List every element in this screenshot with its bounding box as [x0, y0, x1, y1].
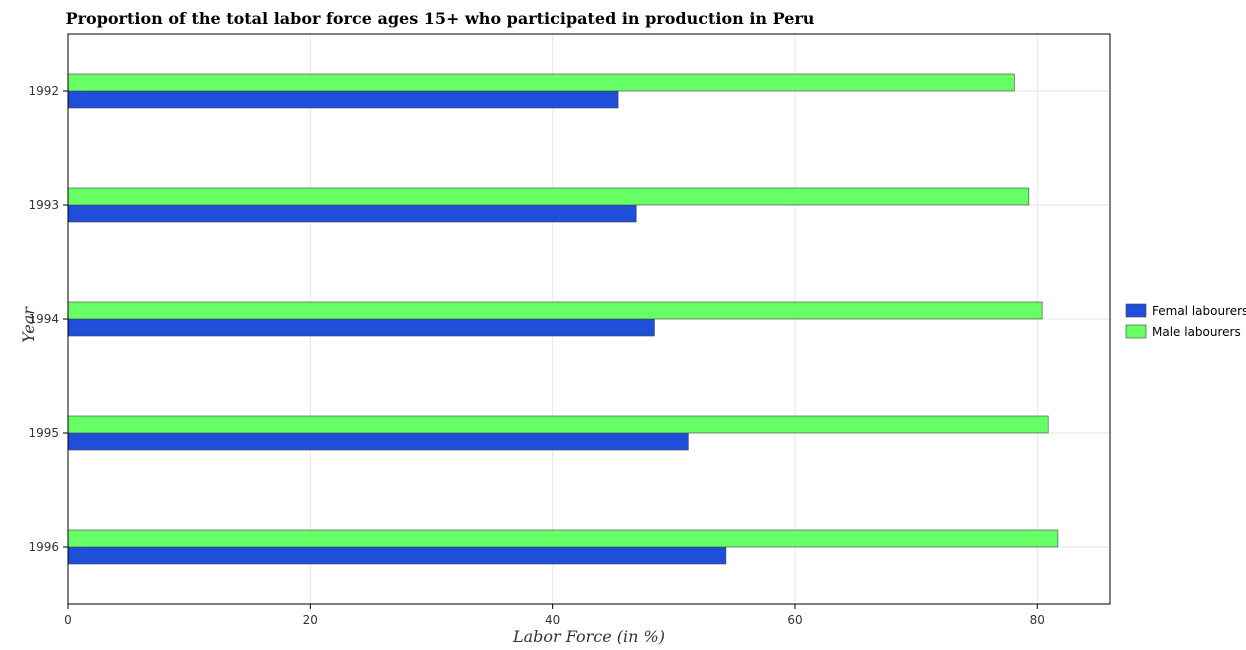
plot-frame	[67, 33, 1111, 605]
legend-label: Femal labourers	[1152, 304, 1246, 318]
bar-female-1995	[67, 432, 689, 451]
bar-male-1995	[67, 415, 1049, 434]
y-axis-label: Year	[19, 306, 38, 343]
tick-labels: 0 20 40 60 80 1992 1993 1994 1995 1996	[28, 84, 1044, 627]
axes	[63, 33, 1111, 609]
y-tick-label: 1994	[28, 312, 59, 326]
legend-label: Male labourers	[1152, 325, 1241, 339]
legend-swatch	[1125, 303, 1147, 318]
legend: Femal labourers Male labourers	[1125, 303, 1246, 339]
bar-female-1996	[67, 546, 727, 565]
y-tick-label: 1995	[28, 426, 59, 440]
bars	[67, 73, 1059, 565]
x-tick-label: 0	[64, 613, 72, 627]
chart-title: Proportion of the total labor force ages…	[66, 9, 815, 28]
x-axis-label: Labor Force (in %)	[512, 627, 665, 646]
y-tick-label: 1996	[28, 540, 59, 554]
x-tick-label: 80	[1030, 613, 1045, 627]
bar-male-1994	[67, 301, 1043, 320]
bar-female-1993	[67, 204, 637, 223]
x-tick-label: 40	[545, 613, 560, 627]
bar-female-1992	[67, 90, 619, 109]
bar-male-1993	[67, 187, 1030, 206]
x-tick-label: 20	[303, 613, 318, 627]
bar-male-1996	[67, 529, 1059, 548]
bar-male-1992	[67, 73, 1015, 92]
bar-female-1994	[67, 318, 655, 337]
y-tick-label: 1992	[28, 84, 59, 98]
legend-swatch	[1125, 324, 1147, 339]
y-tick-label: 1993	[28, 198, 59, 212]
x-tick-label: 60	[787, 613, 802, 627]
